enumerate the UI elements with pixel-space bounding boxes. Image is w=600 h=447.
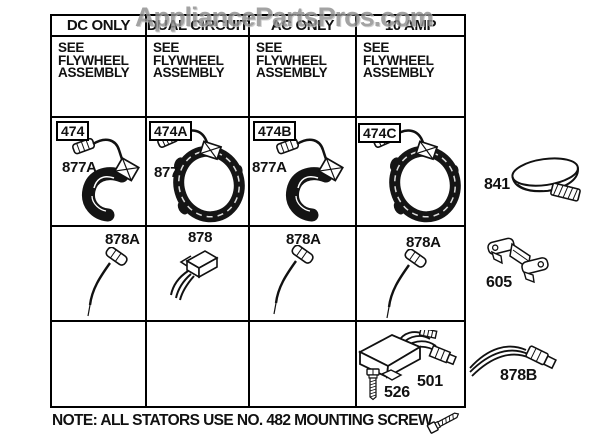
hose-clamp-drawing (511, 157, 581, 202)
screw-drawing (366, 368, 380, 401)
header-dc-only: DC ONLY (52, 16, 147, 37)
stator-part-label-877a-2: 877A (252, 159, 287, 176)
partial-stator-drawing (71, 137, 140, 222)
part-number-box-474a: 474A (149, 121, 193, 141)
empty-cell (250, 322, 357, 406)
wire-harness-drawing (469, 345, 557, 377)
wire-cell-878a-col1: 878A (52, 227, 147, 322)
part-number-box-474b: 474B (253, 121, 297, 141)
regulator-drawing (358, 330, 457, 381)
stator-cell-474b: 474B 877A (250, 118, 357, 227)
empty-cell (52, 322, 147, 406)
lead-wire-drawing (273, 245, 314, 315)
part-number-box-474: 474 (56, 121, 90, 141)
lead-wire-drawing (87, 247, 128, 317)
lead-wire-drawing (386, 249, 427, 319)
stator-cell-474c: 474C (357, 118, 464, 227)
regulator-cell: 501 526 (357, 322, 464, 406)
wire-cell-878a-col4: 878A (357, 227, 464, 322)
part-number-box-474c: 474C (358, 123, 402, 143)
stator-cell-474a: 474A 877 (147, 118, 250, 227)
header-dual-circuit: DUAL CIRCUIT (147, 16, 250, 37)
wire-cell-878a-col3: 878A (250, 227, 357, 322)
screw-part-label: 526 (384, 384, 410, 401)
bracket-part-label: 605 (486, 274, 512, 291)
plug-connector-drawing (170, 250, 219, 301)
stator-part-label-877a: 877A (62, 159, 97, 176)
see-flywheel-note-col1: SEE FLYWHEEL ASSEMBLY (52, 37, 147, 118)
regulator-part-label: 501 (417, 373, 443, 390)
clamp-part-label: 841 (484, 176, 510, 193)
partial-stator-drawing (275, 137, 344, 222)
mounting-bracket-drawing (487, 237, 549, 284)
header-10-amp: 10 AMP (357, 16, 464, 37)
harness-part-label: 878B (500, 367, 538, 384)
stator-cell-474: 474 877A (52, 118, 147, 227)
wire-cell-878: 878 (147, 227, 250, 322)
wire-part-label: 878A (406, 234, 441, 251)
wire-part-label: 878 (188, 229, 213, 246)
full-stator-drawing (373, 129, 461, 223)
wire-part-label: 878A (286, 231, 321, 248)
see-flywheel-note-col4: SEE FLYWHEEL ASSEMBLY (357, 37, 464, 118)
full-stator-drawing (157, 129, 245, 223)
stator-part-label-877: 877 (154, 164, 179, 181)
see-flywheel-note-col2: SEE FLYWHEEL ASSEMBLY (147, 37, 250, 118)
header-ac-only: AC ONLY (250, 16, 357, 37)
parts-table: DC ONLY DUAL CIRCUIT AC ONLY 10 AMP SEE … (50, 14, 466, 408)
see-flywheel-note-col3: SEE FLYWHEEL ASSEMBLY (250, 37, 357, 118)
note-screw-icon (426, 412, 460, 434)
wire-part-label: 878A (105, 231, 140, 248)
mounting-screw-note: NOTE: ALL STATORS USE NO. 482 MOUNTING S… (52, 412, 436, 429)
empty-cell (147, 322, 250, 406)
